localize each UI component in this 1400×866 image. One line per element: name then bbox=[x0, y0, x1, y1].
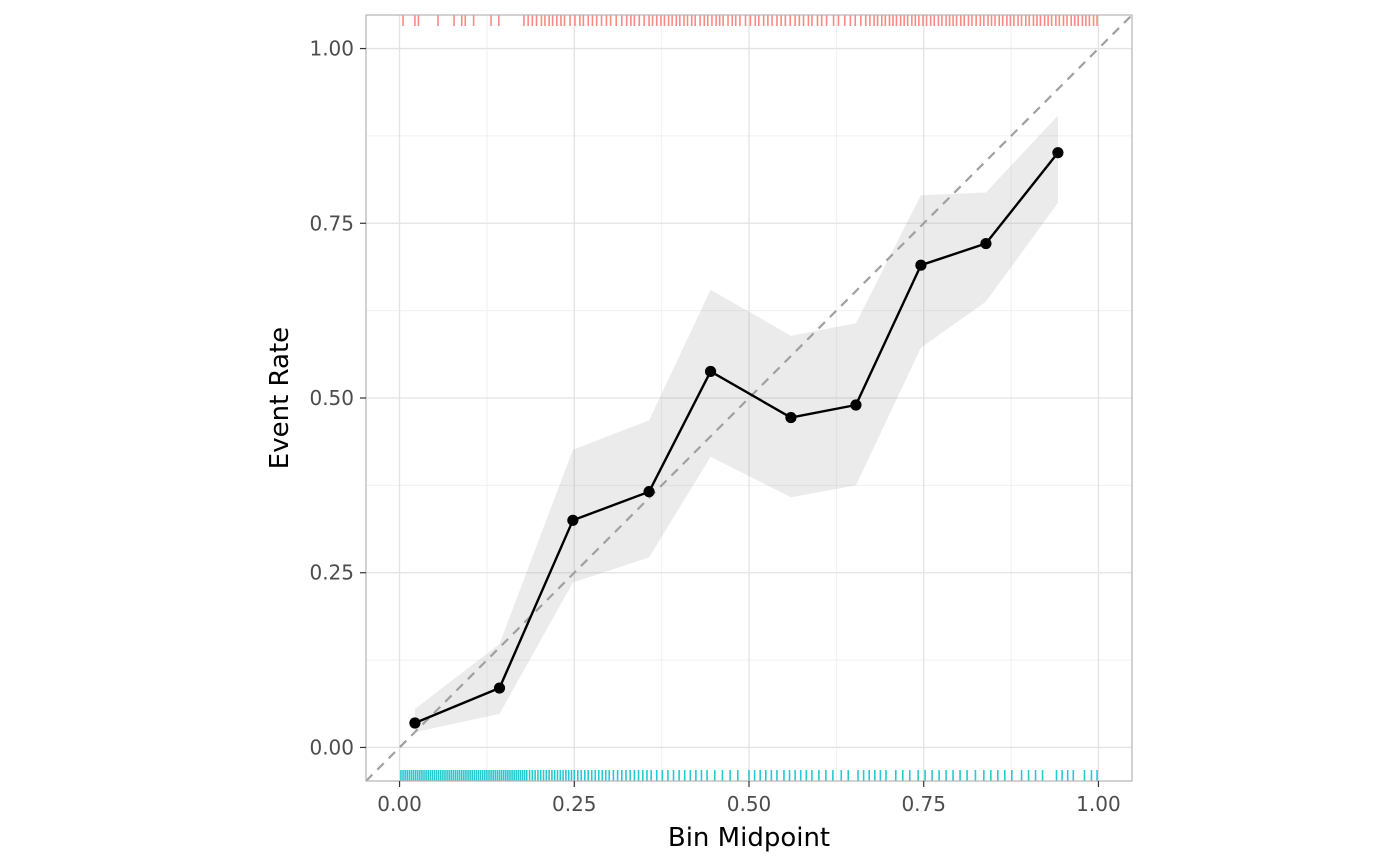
x-tick-label: 1.00 bbox=[1076, 792, 1121, 816]
confidence-band bbox=[414, 115, 1058, 733]
series-point bbox=[643, 486, 655, 498]
y-axis-ticks: 0.00 0.25 0.50 0.75 1.00 bbox=[309, 37, 366, 759]
series-point bbox=[785, 411, 797, 424]
y-tick-label: 0.50 bbox=[309, 386, 354, 410]
series-point bbox=[850, 399, 862, 411]
y-tick-label: 0.25 bbox=[309, 561, 354, 585]
series-points bbox=[409, 147, 1064, 729]
x-tick-label: 0.75 bbox=[901, 792, 946, 816]
x-tick-label: 0.50 bbox=[727, 792, 772, 816]
series-point bbox=[493, 682, 506, 694]
series-point bbox=[1052, 147, 1064, 159]
series-line bbox=[414, 151, 1059, 725]
series-point bbox=[915, 259, 927, 271]
x-tick-label: 0.00 bbox=[377, 792, 422, 816]
x-axis-title: Bin Midpoint bbox=[668, 823, 830, 853]
y-tick-label: 0.00 bbox=[309, 735, 354, 759]
series-point bbox=[704, 365, 717, 378]
series-point bbox=[567, 514, 579, 526]
grid-major bbox=[366, 15, 1132, 781]
y-tick-label: 0.75 bbox=[309, 211, 354, 235]
reference-line bbox=[365, 14, 1133, 782]
x-tick-label: 0.25 bbox=[552, 792, 597, 816]
series-polyline bbox=[414, 151, 1059, 725]
y-tick-label: 1.00 bbox=[309, 37, 354, 61]
rug-bottom bbox=[400, 770, 1098, 781]
y-axis-title: Event Rate bbox=[265, 327, 295, 469]
series-point bbox=[980, 237, 992, 250]
confidence-band-area bbox=[414, 115, 1058, 733]
rug-top bbox=[402, 15, 1098, 26]
reference-diagonal bbox=[365, 14, 1133, 782]
x-axis-ticks: 0.00 0.25 0.50 0.75 1.00 bbox=[377, 781, 1121, 816]
series-point bbox=[409, 717, 421, 729]
